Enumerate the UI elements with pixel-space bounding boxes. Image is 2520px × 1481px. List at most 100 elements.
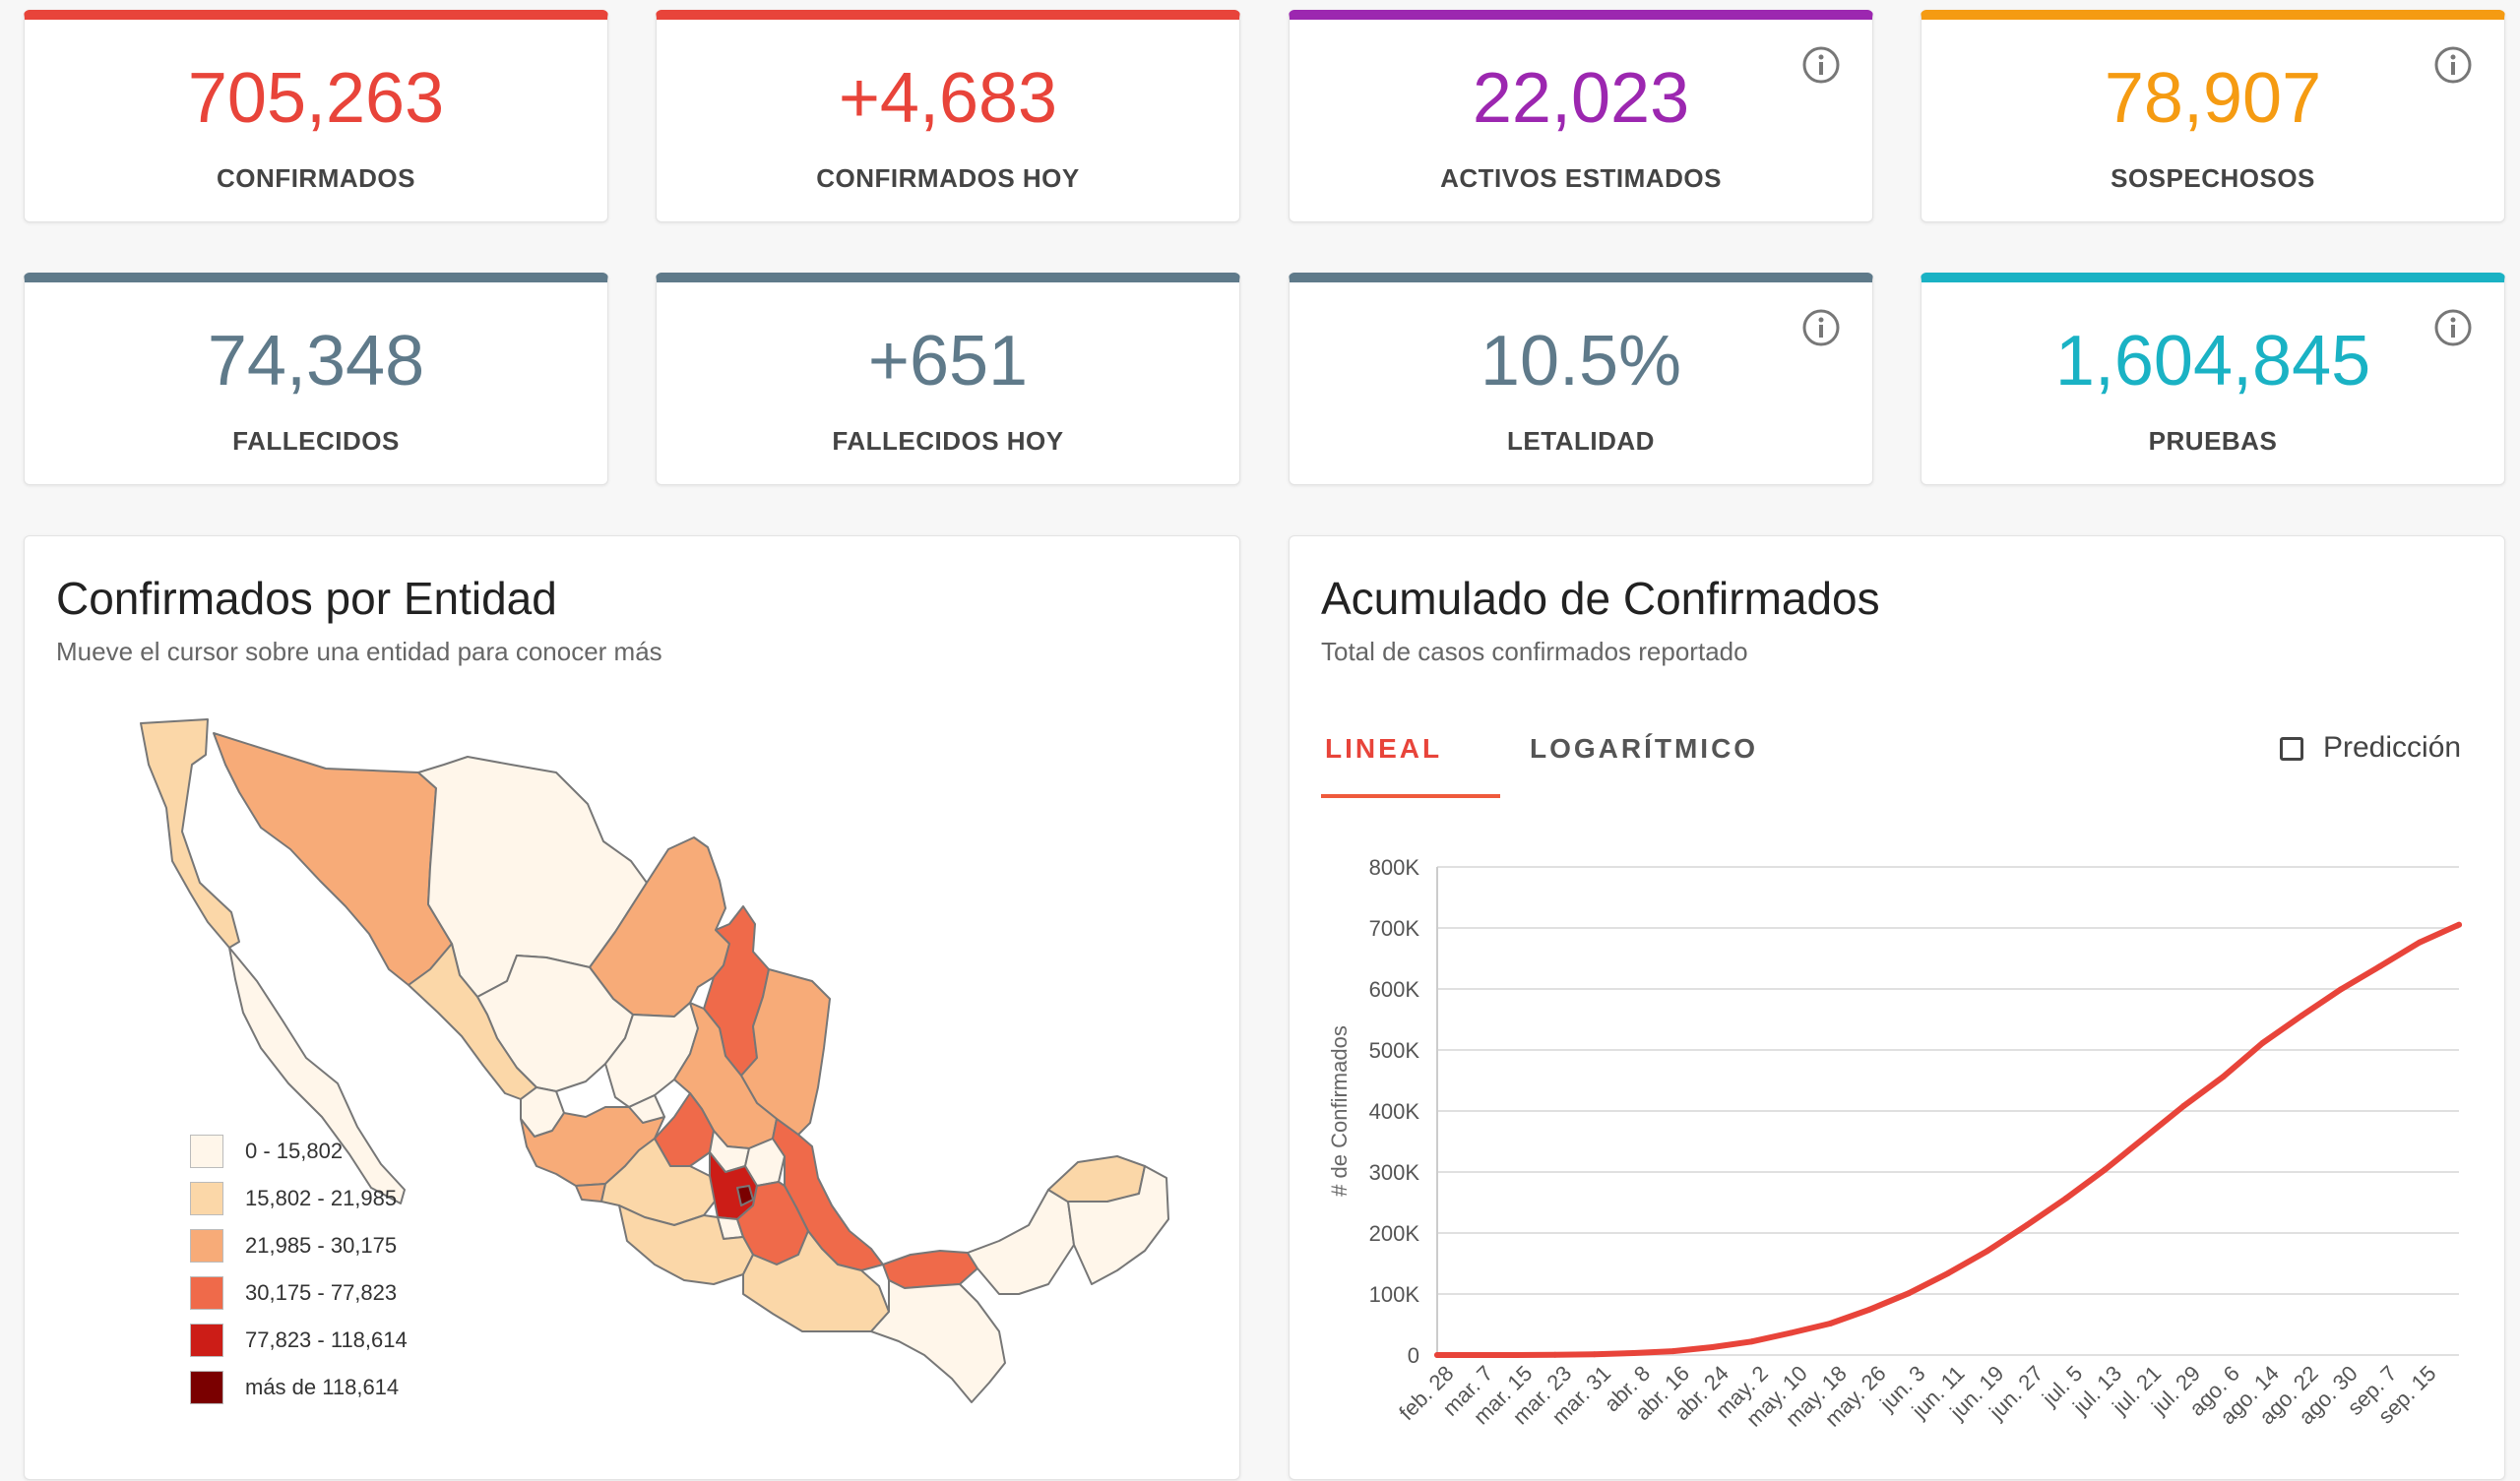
legend-label: más de 118,614 <box>245 1375 400 1399</box>
legend-label: 77,823 - 118,614 <box>245 1327 408 1352</box>
stat-label: FALLECIDOS HOY <box>832 426 1064 456</box>
y-tick-label: 300K <box>1369 1160 1420 1185</box>
map-card: Confirmados por Entidad Mueve el cursor … <box>24 535 1240 1480</box>
data-point[interactable] <box>2338 986 2345 993</box>
data-point[interactable] <box>2220 1074 2227 1080</box>
stat-label: SOSPECHOSOS <box>2110 163 2315 193</box>
state-sinaloa[interactable] <box>408 943 537 1100</box>
data-point[interactable] <box>2180 1102 2187 1109</box>
state-zacatecas[interactable] <box>604 1002 699 1108</box>
data-point[interactable] <box>2299 1013 2305 1019</box>
map-title: Confirmados por Entidad <box>56 573 557 624</box>
data-point[interactable] <box>1434 1352 1440 1358</box>
state-sonora[interactable] <box>213 732 453 986</box>
state-quintana-roo[interactable] <box>1067 1165 1169 1285</box>
legend-swatch <box>190 1276 223 1310</box>
data-point[interactable] <box>1788 1329 1795 1336</box>
data-point[interactable] <box>1591 1351 1598 1358</box>
stat-value: +651 <box>867 322 1029 401</box>
state-colima[interactable] <box>575 1183 606 1203</box>
stat-label: LETALIDAD <box>1507 426 1655 456</box>
legend-label: 0 - 15,802 <box>245 1139 344 1163</box>
stat-label: ACTIVOS ESTIMADOS <box>1440 163 1722 193</box>
data-point[interactable] <box>1866 1306 1873 1313</box>
stat-card-confirmed-today: +4,683 CONFIRMADOS HOY <box>656 10 1240 222</box>
info-icon[interactable] <box>1801 45 1841 85</box>
state-guerrero[interactable] <box>618 1204 754 1285</box>
y-tick-label: 0 <box>1408 1343 1419 1368</box>
stat-value: 78,907 <box>2104 59 2322 138</box>
y-tick-label: 100K <box>1369 1282 1420 1307</box>
legend-swatch <box>190 1371 223 1404</box>
data-point[interactable] <box>2259 1039 2266 1046</box>
stat-card-confirmed: 705,263 CONFIRMADOS <box>24 10 608 222</box>
data-point[interactable] <box>2141 1135 2148 1142</box>
state-tabasco[interactable] <box>882 1250 978 1289</box>
data-point[interactable] <box>1945 1269 1951 1276</box>
stat-label: PRUEBAS <box>2148 426 2278 456</box>
stat-card-lethality: 10.5% LETALIDAD <box>1289 273 1873 485</box>
active-tab-indicator <box>1321 794 1500 798</box>
state-aguascalientes[interactable] <box>628 1094 665 1124</box>
data-point[interactable] <box>2023 1222 2030 1229</box>
data-point[interactable] <box>1748 1338 1755 1345</box>
prediction-checkbox[interactable] <box>2280 737 2303 761</box>
chart-title: Acumulado de Confirmados <box>1321 573 1880 624</box>
chart-subtitle: Total de casos confirmados reportado <box>1321 637 1748 666</box>
data-point[interactable] <box>1709 1344 1716 1351</box>
data-point[interactable] <box>1630 1350 1637 1357</box>
stat-card-deaths: 74,348 FALLECIDOS <box>24 273 608 485</box>
legend-swatch <box>190 1135 223 1168</box>
data-point[interactable] <box>1551 1351 1558 1358</box>
info-icon[interactable] <box>1801 308 1841 347</box>
info-icon[interactable] <box>2433 308 2473 347</box>
cumulative-chart: 0 100K 200K 300K 400K 500K 600K 700K 800K # de Co… <box>1327 855 2462 1432</box>
stat-value: +4,683 <box>838 59 1058 138</box>
stat-label: FALLECIDOS <box>232 426 400 456</box>
data-point[interactable] <box>2062 1195 2069 1202</box>
state-cdmx[interactable] <box>736 1185 754 1206</box>
legend-swatch <box>190 1182 223 1215</box>
y-tick-label: 500K <box>1369 1038 1420 1063</box>
data-point[interactable] <box>2102 1166 2109 1173</box>
legend-swatch <box>190 1229 223 1263</box>
state-campeche[interactable] <box>967 1189 1075 1295</box>
data-point[interactable] <box>1984 1248 1990 1255</box>
stat-card-deaths-today: +651 FALLECIDOS HOY <box>656 273 1240 485</box>
state-baja-california-sur[interactable] <box>228 947 406 1204</box>
tab-lineal[interactable]: LINEAL <box>1325 733 1443 764</box>
data-point[interactable] <box>2377 962 2384 969</box>
y-tick-label: 600K <box>1369 977 1420 1002</box>
stat-value: 10.5% <box>1480 322 1682 401</box>
mexico-map <box>140 718 1169 1403</box>
legend-label: 15,802 - 21,985 <box>245 1186 398 1210</box>
stat-card-tests: 1,604,845 PRUEBAS <box>1921 273 2505 485</box>
data-point[interactable] <box>2417 939 2424 946</box>
data-point[interactable] <box>2456 921 2462 928</box>
y-tick-label: 700K <box>1369 916 1420 941</box>
y-tick-label: 800K <box>1369 855 1420 880</box>
data-point[interactable] <box>1670 1348 1676 1355</box>
data-point[interactable] <box>1473 1351 1480 1358</box>
legend-label: 30,175 - 77,823 <box>245 1280 398 1305</box>
info-icon[interactable] <box>2433 45 2473 85</box>
data-point[interactable] <box>1906 1290 1913 1297</box>
tab-logaritmico[interactable]: LOGARÍTMICO <box>1530 733 1759 764</box>
data-point[interactable] <box>1512 1351 1519 1358</box>
y-tick-label: 200K <box>1369 1221 1420 1246</box>
state-oaxaca[interactable] <box>742 1230 890 1332</box>
stat-value: 705,263 <box>187 59 445 138</box>
state-baja-california[interactable] <box>140 718 240 949</box>
data-point[interactable] <box>1827 1320 1834 1327</box>
state-chiapas[interactable] <box>870 1279 1006 1403</box>
y-axis-label: # de Confirmados <box>1327 1025 1352 1197</box>
stat-value: 74,348 <box>207 322 425 401</box>
legend-swatch <box>190 1324 223 1357</box>
stat-card-active-estimated: 22,023 ACTIVOS ESTIMADOS <box>1289 10 1873 222</box>
legend-label: 21,985 - 30,175 <box>245 1233 398 1258</box>
stat-value: 1,604,845 <box>2054 322 2371 401</box>
y-tick-label: 400K <box>1369 1099 1420 1124</box>
stat-label: CONFIRMADOS <box>217 163 415 193</box>
stat-label: CONFIRMADOS HOY <box>816 163 1080 193</box>
state-jalisco[interactable] <box>520 1094 665 1187</box>
